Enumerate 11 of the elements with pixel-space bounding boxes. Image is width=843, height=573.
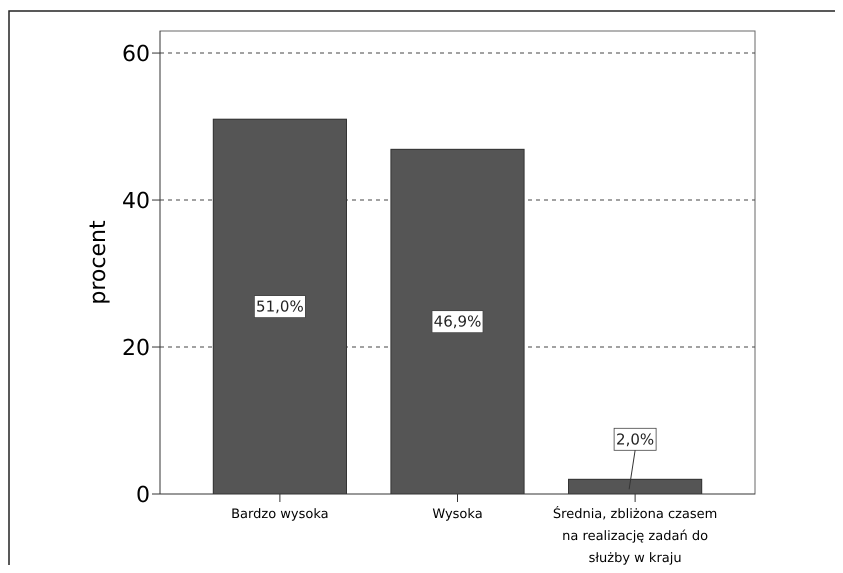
x-tick-label: Bardzo wysoka <box>231 507 329 522</box>
y-tick-label: 40 <box>122 189 150 214</box>
y-tick-label: 60 <box>122 42 150 68</box>
data-label: 46,9% <box>434 312 482 331</box>
y-axis-title: procent <box>86 220 111 305</box>
y-tick-label: 20 <box>122 336 150 362</box>
data-label: 51,0% <box>256 298 304 316</box>
data-label: 2,0% <box>616 430 654 448</box>
x-tick-label: Średnia, zbliżona czasem na realizację zadań do służby w kraju <box>552 505 718 566</box>
y-tick-label: 0 <box>136 483 150 508</box>
x-tick-label: Wysoka <box>432 507 483 522</box>
